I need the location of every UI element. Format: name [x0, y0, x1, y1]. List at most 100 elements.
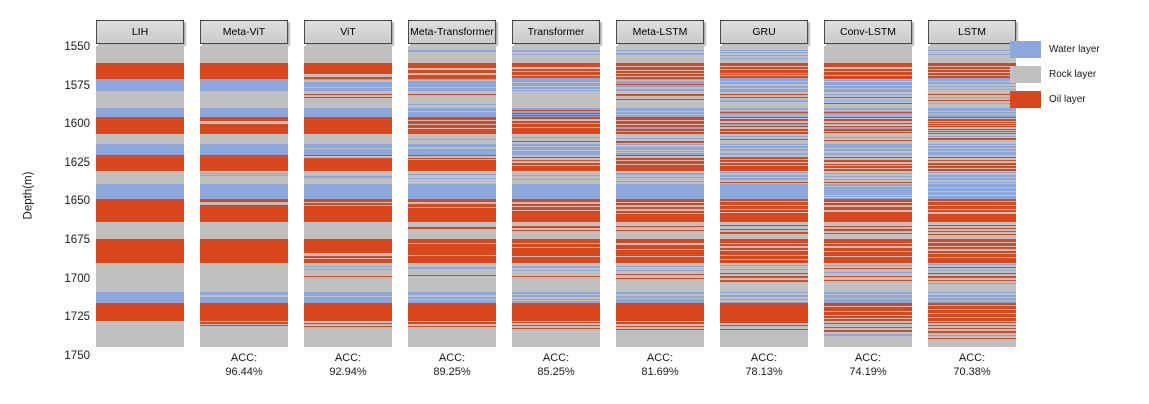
stripe-rock [512, 67, 600, 69]
stripe-rock [824, 162, 912, 164]
stripe-oil [928, 325, 1016, 327]
stripe-rock [408, 128, 496, 130]
legend: Water layer Rock layer Oil layer [1010, 41, 1100, 116]
stripe-oil [616, 83, 704, 85]
y-tick-label: 1575 [64, 79, 90, 92]
stripe-rock [720, 297, 808, 299]
acc-value: 78.13% [745, 366, 783, 378]
stripe-water [512, 266, 600, 268]
stripe-water [824, 173, 912, 175]
segment-water [512, 291, 600, 303]
segment-water [96, 108, 184, 118]
stripe-water [616, 137, 704, 139]
segment-oil [200, 117, 288, 135]
stripe-rock [512, 81, 600, 84]
stripe-water [408, 177, 496, 179]
stripe-rock [616, 163, 704, 165]
stripe-rock [512, 294, 600, 296]
y-tick-label: 1675 [64, 233, 90, 246]
model-header-label: LSTM [957, 25, 986, 38]
stripe-rock [824, 242, 912, 245]
stripe-water [304, 265, 392, 268]
stripe-rock [824, 67, 912, 69]
segment-oil [200, 199, 288, 223]
stripe-rock [616, 156, 704, 158]
stripe-rock [824, 88, 912, 90]
stripe-water [720, 54, 808, 57]
stripe-rock [824, 132, 912, 134]
stripe-rock [928, 208, 1016, 210]
lithology-column [304, 46, 392, 348]
stripe-oil [824, 225, 912, 227]
segment-oil [304, 302, 392, 322]
stripe-rock [616, 69, 704, 71]
stripe-rock [720, 130, 808, 132]
stripe-rock [824, 118, 912, 120]
stripe-water [720, 268, 808, 270]
stripe-water [928, 270, 1016, 272]
segment-rock [96, 91, 184, 109]
stripe-rock [928, 293, 1016, 295]
stripe-rock [928, 308, 1016, 310]
stripe-rock [512, 247, 600, 249]
stripe-oil [928, 276, 1016, 278]
segment-oil [304, 239, 392, 263]
lithology-column [200, 46, 288, 348]
stripe-rock [720, 121, 808, 123]
stripe-rock [928, 257, 1016, 259]
acc-value: 85.25% [537, 366, 575, 378]
stripe-oil [720, 181, 808, 183]
stripe-rock [616, 159, 704, 162]
stripe-rock [928, 249, 1016, 251]
stripe-oil [408, 274, 496, 277]
legend-label: Rock layer [1049, 69, 1097, 80]
segment-water [96, 183, 184, 200]
stripe-oil [928, 99, 1016, 101]
stripe-water [720, 100, 808, 102]
segment-rock [408, 46, 496, 64]
segment-water [720, 291, 808, 303]
stripe-rock [616, 243, 704, 245]
stripe-oil [408, 94, 496, 96]
segment-rock [200, 91, 288, 109]
stripe-rock [408, 79, 496, 82]
segment-water [720, 183, 808, 200]
stripe-rock [304, 147, 392, 149]
stripe-water [616, 49, 704, 52]
stripe-oil [512, 226, 600, 228]
stripe-rock [720, 127, 808, 129]
stripe-oil [720, 280, 808, 282]
segment-rock [304, 91, 392, 109]
segment-oil [512, 154, 600, 172]
stripe-water [824, 90, 912, 92]
stripe-oil [720, 228, 808, 230]
stripe-oil [928, 328, 1016, 330]
stripe-water [408, 267, 496, 269]
stripe-rock [616, 201, 704, 204]
segment-rock [96, 171, 184, 184]
stripe-rock [824, 124, 912, 126]
segment-oil [824, 63, 912, 79]
stripe-rock [616, 110, 704, 112]
stripe-rock [616, 209, 704, 211]
stripe-oil [616, 225, 704, 228]
stripe-water [928, 54, 1016, 56]
segment-oil [616, 117, 704, 135]
stripe-rock [304, 87, 392, 89]
segment-water [824, 291, 912, 303]
y-tick-label: 1550 [64, 41, 90, 53]
stripe-oil [824, 233, 912, 235]
acc-label: ACC: 92.94% [304, 351, 392, 379]
stripe-rock [720, 109, 808, 111]
stripe-oil [512, 328, 600, 330]
stripe-rock [824, 158, 912, 160]
stripe-oil [512, 112, 600, 114]
segment-oil [512, 63, 600, 79]
stripe-rock [616, 123, 704, 125]
segment-water [200, 183, 288, 200]
stripe-rock [928, 241, 1016, 243]
stripe-water [616, 173, 704, 175]
segment-rock [720, 171, 808, 184]
stripe-oil [824, 326, 912, 328]
stripe-rock [408, 242, 496, 245]
